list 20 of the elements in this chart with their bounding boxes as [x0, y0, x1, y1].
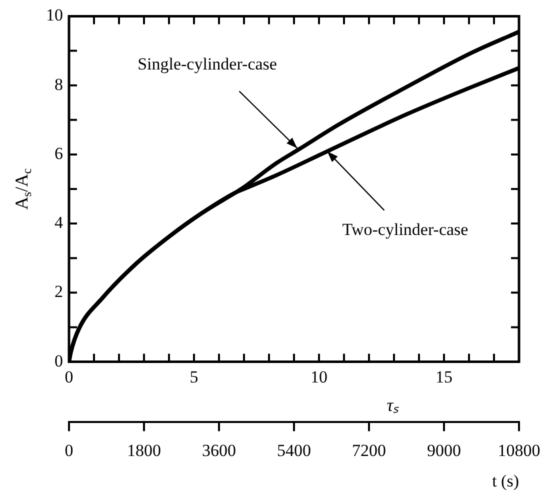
x2-axis-title: t (s) [492, 471, 519, 490]
y-tick-label: 2 [54, 282, 63, 302]
annotation: Single-cylinder-case [138, 54, 277, 74]
annotation: Two-cylinder-case [342, 220, 468, 239]
x2-tick-label: 7200 [352, 440, 386, 460]
x-tick-label: 15 [436, 367, 452, 386]
x2-tick-label: 3600 [202, 440, 236, 460]
x2-tick-label: 9000 [427, 440, 461, 460]
y-tick-label: 10 [46, 6, 63, 25]
x2-tick-label: 10800 [498, 440, 540, 460]
x-tick-label: 5 [190, 367, 198, 386]
y-tick-label: 0 [54, 351, 63, 370]
y-tick-label: 4 [54, 213, 64, 232]
x2-tick-label: 5400 [277, 440, 311, 460]
x-tick-label: 10 [310, 367, 328, 386]
y-axis-title: As/Ac [12, 168, 34, 210]
x-axis-title: τₛ [386, 394, 400, 415]
y-tick-label: 8 [54, 74, 63, 94]
y-tick-label: 6 [54, 144, 63, 163]
x2-tick-label: 1800 [127, 440, 161, 460]
